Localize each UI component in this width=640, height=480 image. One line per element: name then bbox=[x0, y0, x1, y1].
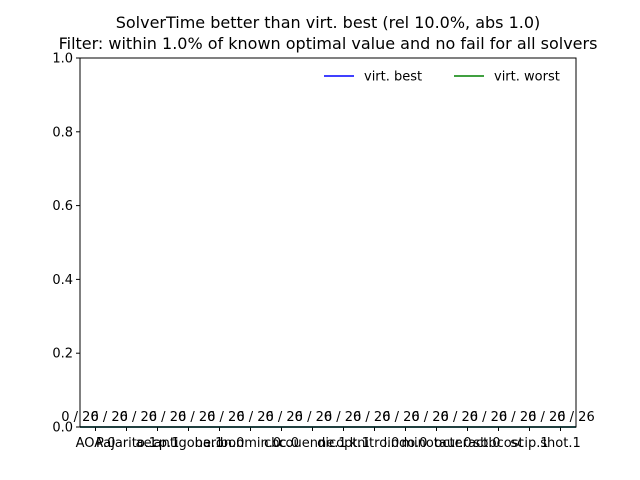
data-label: 0 / 26 bbox=[441, 410, 478, 425]
data-label: 0 / 26 bbox=[528, 410, 565, 425]
chart-subtitle: Filter: within 1.0% of known optimal val… bbox=[59, 34, 598, 53]
x-tick-label: lindo.0 bbox=[384, 436, 428, 451]
data-label: 0 / 26 bbox=[207, 410, 244, 425]
data-label: 0 / 26 bbox=[149, 410, 186, 425]
plot-frame bbox=[79, 57, 577, 428]
data-label: 0 / 26 bbox=[178, 410, 215, 425]
data-label: 0 / 26 bbox=[324, 410, 361, 425]
data-label: 0 / 26 bbox=[470, 410, 507, 425]
y-tick-label: 0.4 bbox=[52, 273, 73, 288]
x-tick-label: scip.1 bbox=[510, 436, 548, 451]
data-label: 0 / 26 bbox=[353, 410, 390, 425]
data-label: 0 / 26 bbox=[411, 410, 448, 425]
x-tick-label: knitro.0 bbox=[350, 436, 400, 451]
x-tick-label: shot.1 bbox=[540, 436, 580, 451]
y-tick-label: 0.6 bbox=[52, 199, 73, 214]
x-tick-label: AOA.0 bbox=[76, 436, 116, 451]
data-label: 0 / 26 bbox=[90, 410, 127, 425]
data-label: 0 / 26 bbox=[120, 410, 157, 425]
data-label: 0 / 26 bbox=[499, 410, 536, 425]
y-axis: 0.0 0.2 0.4 0.6 0.8 1.0 bbox=[52, 52, 80, 436]
data-label: 0 / 26 bbox=[382, 410, 419, 425]
y-tick-label: 0.8 bbox=[52, 125, 73, 140]
plot-area bbox=[80, 58, 576, 427]
legend: virt. best virt. worst bbox=[324, 70, 560, 85]
x-tick-label: sbbcost bbox=[473, 436, 523, 451]
y-tick-label: 0.2 bbox=[52, 347, 73, 362]
x-axis: AOA.0Pajarito.1aecp.1antigone.1baron.0bo… bbox=[76, 427, 581, 451]
chart-title: SolverTime better than virt. best (rel 1… bbox=[116, 13, 541, 32]
x-tick-label: octeract.0 bbox=[434, 436, 500, 451]
x-tick-label: minotaur.0 bbox=[401, 436, 471, 451]
legend-label: virt. best bbox=[364, 70, 422, 85]
x-tick-label: aecp.1 bbox=[136, 436, 180, 451]
legend-label: virt. worst bbox=[494, 70, 560, 85]
x-tick-label: couenne.1 bbox=[278, 436, 346, 451]
data-label: 0 / 26 bbox=[295, 410, 332, 425]
y-tick-label: 0.0 bbox=[52, 421, 73, 436]
y-tick-label: 1.0 bbox=[52, 52, 73, 67]
x-tick-label: Pajarito.1 bbox=[96, 436, 157, 451]
data-label: 0 / 26 bbox=[266, 410, 303, 425]
data-label: 0 / 26 bbox=[236, 410, 273, 425]
x-tick-label: cbc.0 bbox=[264, 436, 299, 451]
x-tick-label: antigone.1 bbox=[154, 436, 224, 451]
x-tick-label: dicopt.1 bbox=[317, 436, 370, 451]
x-tick-label: bonmin.0 bbox=[220, 436, 281, 451]
x-tick-label: baron.0 bbox=[195, 436, 245, 451]
data-labels: 0 / 260 / 260 / 260 / 260 / 260 / 260 / … bbox=[61, 410, 594, 425]
